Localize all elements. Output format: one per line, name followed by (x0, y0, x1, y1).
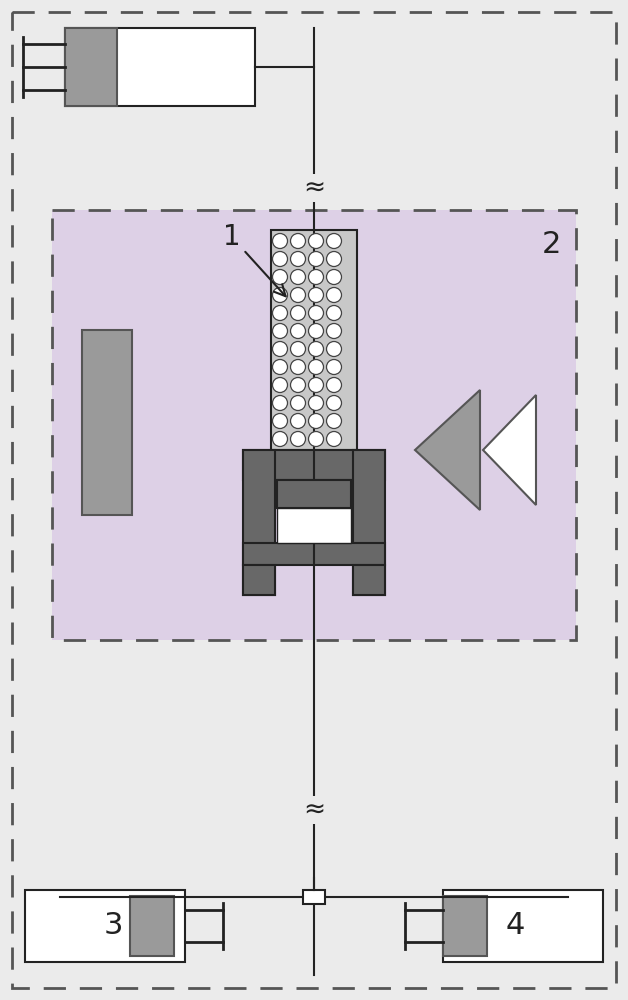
Circle shape (308, 414, 323, 428)
Circle shape (327, 395, 342, 410)
Circle shape (291, 377, 305, 392)
Polygon shape (483, 395, 536, 505)
Bar (65, 28, 255, 106)
Bar (25, 890, 185, 962)
Bar (52, 210, 576, 640)
Bar (277, 508, 351, 543)
Circle shape (273, 269, 288, 284)
Bar (296, 174, 332, 202)
Bar (303, 890, 325, 904)
Circle shape (291, 288, 305, 302)
Circle shape (308, 377, 323, 392)
Circle shape (273, 395, 288, 410)
Circle shape (327, 306, 342, 320)
Circle shape (308, 233, 323, 248)
Circle shape (273, 324, 288, 338)
Circle shape (327, 432, 342, 446)
Circle shape (291, 269, 305, 284)
Bar (82, 330, 132, 515)
Text: 2: 2 (541, 230, 561, 259)
Circle shape (327, 324, 342, 338)
Circle shape (308, 269, 323, 284)
Circle shape (273, 342, 288, 357)
Bar (243, 450, 275, 595)
Bar (277, 480, 351, 508)
Circle shape (291, 324, 305, 338)
Circle shape (273, 288, 288, 302)
Text: 1: 1 (223, 223, 286, 296)
Circle shape (308, 432, 323, 446)
Circle shape (308, 251, 323, 266)
Circle shape (327, 269, 342, 284)
Bar (443, 890, 603, 962)
Circle shape (273, 414, 288, 428)
Circle shape (291, 414, 305, 428)
Circle shape (291, 251, 305, 266)
Circle shape (291, 233, 305, 248)
Circle shape (308, 288, 323, 302)
Bar (130, 896, 174, 956)
Circle shape (273, 432, 288, 446)
Bar (243, 543, 385, 565)
Circle shape (291, 360, 305, 374)
Bar (443, 896, 487, 956)
Circle shape (273, 377, 288, 392)
Polygon shape (415, 390, 480, 510)
Circle shape (308, 360, 323, 374)
Bar (243, 565, 275, 595)
Bar (65, 28, 117, 106)
Circle shape (273, 306, 288, 320)
Circle shape (327, 342, 342, 357)
Circle shape (308, 395, 323, 410)
Circle shape (273, 233, 288, 248)
Circle shape (327, 360, 342, 374)
Text: ≈: ≈ (303, 797, 325, 823)
Text: 4: 4 (506, 912, 524, 940)
Circle shape (273, 251, 288, 266)
Bar (52, 210, 576, 640)
Bar (271, 230, 357, 450)
Bar (353, 450, 385, 595)
Bar (243, 450, 385, 480)
Text: 3: 3 (103, 912, 122, 940)
Circle shape (327, 251, 342, 266)
Circle shape (308, 306, 323, 320)
Circle shape (308, 324, 323, 338)
Bar (353, 565, 385, 595)
Circle shape (327, 288, 342, 302)
Circle shape (327, 414, 342, 428)
Bar (296, 796, 332, 824)
Circle shape (327, 377, 342, 392)
Circle shape (291, 306, 305, 320)
Circle shape (291, 395, 305, 410)
Text: ≈: ≈ (303, 175, 325, 201)
Circle shape (273, 360, 288, 374)
Circle shape (291, 342, 305, 357)
Circle shape (308, 342, 323, 357)
Circle shape (327, 233, 342, 248)
Circle shape (291, 432, 305, 446)
